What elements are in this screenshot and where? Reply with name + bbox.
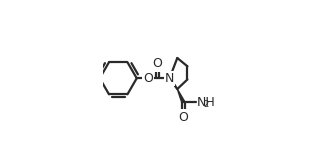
Text: NH: NH [197, 96, 216, 109]
Text: O: O [143, 72, 153, 85]
Text: O: O [178, 111, 188, 124]
Text: 2: 2 [203, 100, 208, 109]
Text: O: O [153, 58, 162, 71]
Polygon shape [177, 89, 185, 103]
Text: N: N [165, 72, 174, 85]
